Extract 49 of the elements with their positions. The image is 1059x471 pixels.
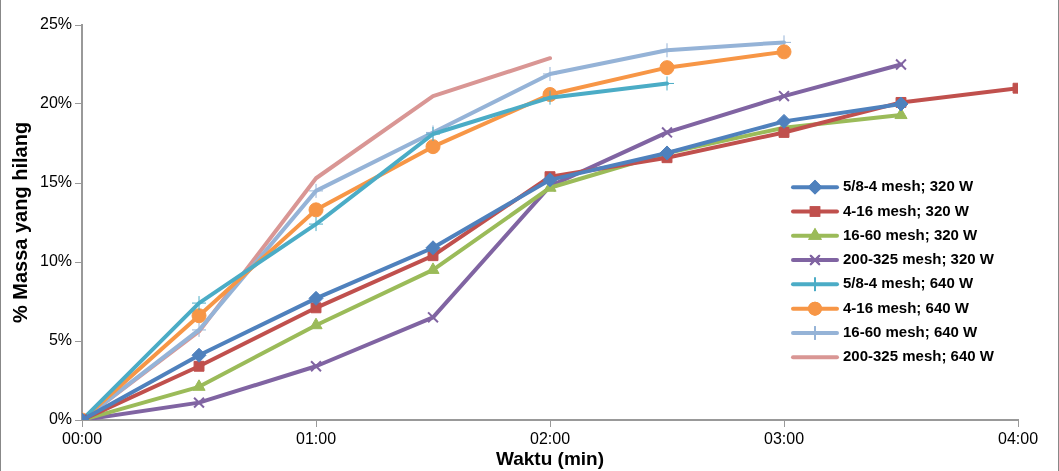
point [309,317,323,330]
point [308,183,324,199]
point [191,295,207,311]
point [776,113,792,129]
legend-label: 200-325 mesh; 640 W [843,347,995,365]
point [310,360,322,373]
y-tick-label: 10% [39,252,73,270]
legend-label: 4-16 mesh; 320 W [843,201,970,219]
legend-label: 4-16 mesh; 640 W [843,298,970,316]
legend-label: 16-60 mesh; 320 W [843,225,979,243]
x-tick-label: 00:00 [62,430,103,448]
point [308,216,324,232]
legend-label: 5/8-4 mesh; 640 W [843,274,974,292]
legend-label: 200-325 mesh; 320 W [843,250,995,268]
point [192,379,206,391]
point [542,66,558,82]
point [426,262,440,274]
legend-label: 5/8-4 mesh; 320 W [843,177,974,195]
point [308,202,324,218]
point [191,347,207,363]
point [778,126,790,138]
y-tick-label: 25% [39,15,73,33]
point [191,308,207,324]
point [659,60,675,76]
point [542,172,558,188]
point [776,44,792,60]
y-tick-label: 15% [39,173,73,191]
x-tick-label: 04:00 [997,430,1039,448]
legend-label: 16-60 mesh; 640 W [843,323,979,341]
y-tick-label: 0% [48,410,73,428]
y-tick-label: 20% [39,94,73,112]
point [893,96,909,112]
y-tick-label: 5% [48,331,73,349]
point [895,58,907,71]
point [191,322,207,338]
point [308,290,324,306]
point [425,139,441,155]
point [193,360,205,372]
point [659,145,675,161]
point [778,90,790,103]
point [193,396,205,409]
point [425,240,441,256]
x-tick-label: 03:00 [763,430,805,448]
x-tick-label: 02:00 [529,430,571,448]
point [427,311,439,324]
x-axis-title: Waktu (min) [496,447,605,469]
x-tick-label: 01:00 [295,430,337,448]
y-axis-title: % Massa yang hilang [8,121,31,324]
point [661,126,673,139]
